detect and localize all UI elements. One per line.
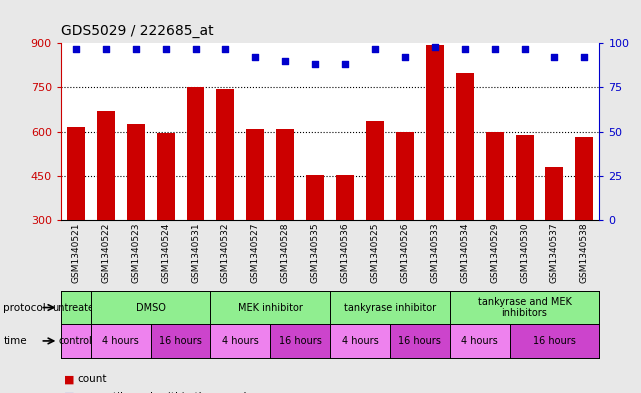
Bar xyxy=(67,127,85,220)
Text: time: time xyxy=(3,336,27,346)
Text: MEK inhibitor: MEK inhibitor xyxy=(238,303,303,312)
Bar xyxy=(246,129,264,220)
Text: 4 hours: 4 hours xyxy=(462,336,498,346)
Text: GDS5029 / 222685_at: GDS5029 / 222685_at xyxy=(61,24,213,38)
Point xyxy=(310,61,320,68)
Point xyxy=(400,54,410,61)
Point xyxy=(549,54,560,61)
Point xyxy=(579,54,590,61)
Bar xyxy=(156,133,174,220)
Point xyxy=(131,45,141,51)
Text: 4 hours: 4 hours xyxy=(103,336,139,346)
Text: control: control xyxy=(59,336,93,346)
Bar xyxy=(127,124,145,220)
Point xyxy=(101,45,111,51)
Text: 4 hours: 4 hours xyxy=(342,336,378,346)
Point xyxy=(280,58,290,64)
Bar xyxy=(336,175,354,220)
Text: count: count xyxy=(77,374,106,384)
Bar xyxy=(545,167,563,220)
Text: ■: ■ xyxy=(64,374,74,384)
Text: untreated: untreated xyxy=(52,303,100,312)
Point xyxy=(221,45,231,51)
Point xyxy=(160,45,171,51)
Text: ■: ■ xyxy=(64,392,74,393)
Text: 16 hours: 16 hours xyxy=(279,336,322,346)
Point xyxy=(250,54,260,61)
Point xyxy=(490,45,500,51)
Point xyxy=(519,45,529,51)
Text: 4 hours: 4 hours xyxy=(222,336,259,346)
Bar xyxy=(366,121,384,220)
Point xyxy=(429,44,440,50)
Bar xyxy=(456,73,474,220)
Text: percentile rank within the sample: percentile rank within the sample xyxy=(77,392,253,393)
Bar xyxy=(97,111,115,220)
Point xyxy=(340,61,350,68)
Point xyxy=(190,45,201,51)
Bar xyxy=(187,86,204,220)
Bar xyxy=(576,137,594,220)
Bar xyxy=(306,175,324,220)
Bar xyxy=(396,132,414,220)
Bar xyxy=(515,134,533,220)
Point xyxy=(71,45,81,51)
Bar xyxy=(486,132,504,220)
Point xyxy=(460,45,470,51)
Text: 16 hours: 16 hours xyxy=(159,336,202,346)
Text: 16 hours: 16 hours xyxy=(533,336,576,346)
Point xyxy=(370,45,380,51)
Text: tankyrase and MEK
inhibitors: tankyrase and MEK inhibitors xyxy=(478,297,572,318)
Text: tankyrase inhibitor: tankyrase inhibitor xyxy=(344,303,436,312)
Bar xyxy=(426,45,444,220)
Bar xyxy=(276,129,294,220)
Bar xyxy=(217,89,235,220)
Text: DMSO: DMSO xyxy=(136,303,165,312)
Text: 16 hours: 16 hours xyxy=(399,336,441,346)
Text: protocol: protocol xyxy=(3,303,46,312)
